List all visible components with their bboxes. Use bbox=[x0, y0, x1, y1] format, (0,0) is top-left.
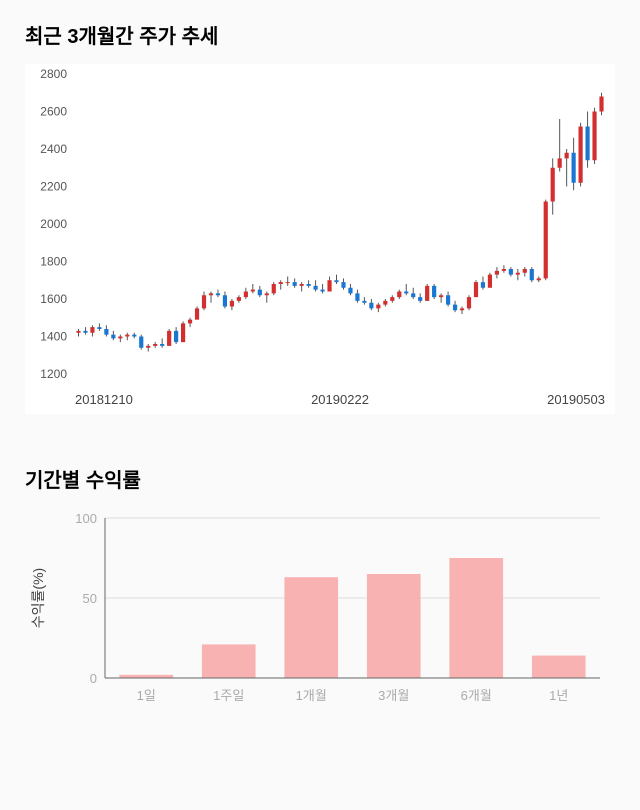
svg-text:20190222: 20190222 bbox=[311, 392, 369, 407]
svg-text:1년: 1년 bbox=[549, 688, 568, 703]
svg-text:6개월: 6개월 bbox=[461, 688, 492, 703]
candlestick-section: 최근 3개월간 주가 추세 1200 1400 1600 1800 2000 2200 24… bbox=[0, 0, 640, 434]
svg-text:1200: 1200 bbox=[40, 367, 67, 381]
svg-text:1600: 1600 bbox=[40, 292, 67, 306]
svg-text:2000: 2000 bbox=[40, 217, 67, 231]
svg-text:100: 100 bbox=[75, 511, 97, 526]
candlestick-svg: 1200 1400 1600 1800 2000 2200 2400 2600 2800 2018… bbox=[25, 64, 615, 414]
svg-text:20190503: 20190503 bbox=[547, 392, 605, 407]
svg-text:1개월: 1개월 bbox=[296, 688, 327, 703]
svg-text:1800: 1800 bbox=[40, 255, 67, 269]
candlestick-title: 최근 3개월간 주가 추세 bbox=[25, 20, 615, 49]
svg-text:1일: 1일 bbox=[137, 688, 156, 703]
svg-text:2400: 2400 bbox=[40, 142, 67, 156]
svg-text:50: 50 bbox=[83, 591, 97, 606]
svg-text:0: 0 bbox=[90, 671, 97, 686]
svg-text:2200: 2200 bbox=[40, 180, 67, 194]
svg-text:1주일: 1주일 bbox=[213, 688, 244, 703]
bar-chart: 수익률(%) 0 50 100 1일 1주일 1개월 3개월 6개월 1년 bbox=[25, 508, 615, 708]
bar-section: 기간별 수익률 수익률(%) 0 50 100 1일 1주일 1개월 3개월 6개월 1년 bbox=[0, 434, 640, 728]
svg-text:2800: 2800 bbox=[40, 67, 67, 81]
candlestick-chart: 1200 1400 1600 1800 2000 2200 2400 2600 2800 2018… bbox=[25, 64, 615, 414]
svg-text:3개월: 3개월 bbox=[378, 688, 409, 703]
svg-text:2600: 2600 bbox=[40, 105, 67, 119]
svg-text:수익률(%): 수익률(%) bbox=[30, 568, 46, 628]
bar-svg: 수익률(%) 0 50 100 1일 1주일 1개월 3개월 6개월 1년 bbox=[25, 508, 615, 708]
svg-text:1400: 1400 bbox=[40, 330, 67, 344]
bar-title: 기간별 수익률 bbox=[25, 464, 615, 493]
svg-text:20181210: 20181210 bbox=[75, 392, 133, 407]
